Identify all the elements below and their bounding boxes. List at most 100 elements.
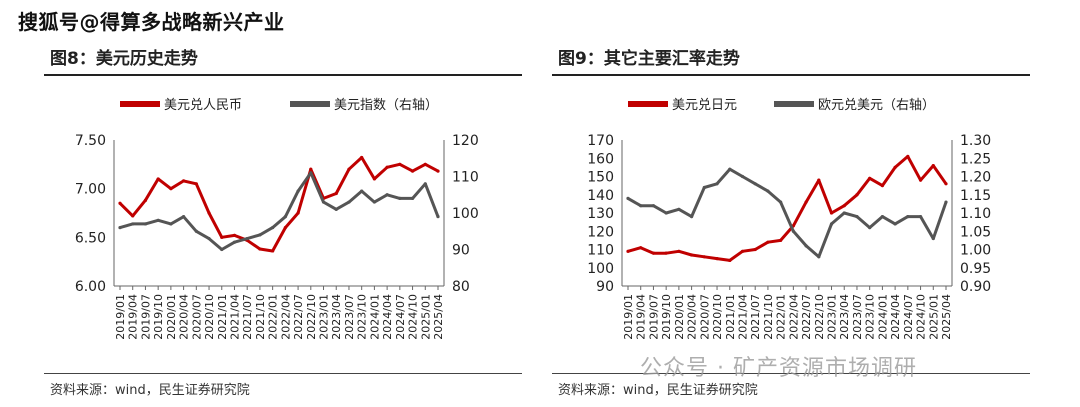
chart-title: 图8：美元历史走势 (50, 49, 198, 69)
x-tick-label: 2019/01 (622, 294, 635, 340)
data-point (702, 255, 706, 259)
data-point (347, 167, 351, 171)
data-point (829, 211, 834, 215)
data-point (944, 200, 948, 204)
right-tick-label: 1.15 (960, 188, 991, 204)
right-tick-label: 120 (452, 133, 479, 149)
data-point (385, 193, 389, 197)
data-point (321, 200, 326, 204)
data-point (360, 189, 364, 193)
x-tick-label: 2023/10 (356, 294, 369, 340)
x-tick-label: 2022/04 (279, 294, 292, 340)
x-tick-label: 2020/04 (178, 294, 191, 340)
x-tick-label: 2021/10 (762, 294, 775, 340)
usd-chart: 美元兑人民币 美元指数（右轴） 6.00 6.50 7.00 7.50 80 90 100 110… (75, 98, 479, 340)
data-point (232, 233, 237, 237)
data-point (842, 211, 846, 215)
data-point (868, 226, 872, 230)
data-point (156, 218, 160, 222)
data-point (398, 162, 402, 166)
data-point (893, 165, 897, 169)
left-tick-label: 7.00 (75, 182, 106, 198)
right-tick-label: 1.30 (960, 133, 991, 149)
x-tick-label: 2022/04 (787, 294, 800, 340)
right-tick-label: 100 (452, 206, 479, 222)
x-tick-label: 2023/04 (838, 294, 851, 340)
x-tick-label: 2020/04 (686, 294, 699, 340)
fx-chart: 美元兑日元 欧元兑美元（右轴） 90 100 110 120 130 140 150 160 170… (587, 98, 991, 340)
data-point (829, 222, 834, 226)
left-tick-label: 170 (587, 133, 614, 149)
left-tick-label: 110 (587, 243, 614, 259)
data-point (651, 204, 656, 208)
data-point (245, 236, 249, 241)
x-tick-label: 2021/04 (228, 294, 241, 340)
x-tick-label: 2023/01 (826, 294, 839, 340)
x-tick-label: 2025/01 (419, 294, 432, 340)
x-tick-label: 2024/07 (902, 294, 915, 340)
data-point (702, 185, 706, 190)
data-point (931, 236, 935, 241)
data-point (156, 177, 160, 181)
data-point (271, 226, 275, 230)
data-point (360, 155, 364, 160)
x-tick-label: 2020/10 (711, 294, 724, 340)
data-point (347, 200, 351, 204)
data-point (194, 182, 198, 186)
right-tick-label: 1.20 (960, 170, 991, 186)
data-point (626, 249, 630, 253)
left-tick-label: 7.50 (75, 133, 106, 149)
data-point (296, 189, 300, 193)
x-tick-label: 2019/01 (114, 294, 127, 340)
data-point (258, 247, 262, 251)
left-tick-label: 90 (596, 279, 614, 295)
data-point (817, 255, 821, 259)
x-tick-label: 2023/01 (318, 294, 331, 340)
data-point (626, 196, 630, 200)
x-tick-label: 2022/01 (775, 294, 788, 340)
data-point (143, 198, 148, 202)
x-tick-label: 2024/04 (381, 294, 394, 340)
data-point (779, 200, 783, 204)
data-point (753, 182, 757, 186)
data-point (639, 246, 643, 250)
source-divider (44, 373, 522, 374)
data-point (639, 204, 643, 208)
x-tick-label: 2023/07 (343, 294, 356, 340)
data-point (740, 249, 745, 253)
x-tick-label: 2022/01 (267, 294, 280, 340)
x-tick-label: 2021/10 (254, 294, 267, 340)
right-tick-label: 0.90 (960, 279, 991, 295)
legend-label: 美元指数（右轴） (334, 98, 438, 113)
data-point (372, 177, 376, 181)
x-tick-label: 2023/04 (330, 294, 343, 340)
data-point (728, 258, 732, 263)
data-point (220, 235, 224, 239)
x-tick-label: 2019/10 (152, 294, 165, 340)
data-point (791, 229, 795, 233)
x-tick-label: 2024/01 (876, 294, 889, 340)
data-point (893, 222, 897, 226)
data-point (131, 214, 135, 218)
data-point (842, 204, 846, 208)
x-tick-label: 2019/07 (139, 294, 152, 340)
data-point (296, 211, 300, 215)
left-tick-label: 160 (587, 151, 614, 167)
x-tick-label: 2024/01 (368, 294, 381, 340)
right-tick-label: 1.00 (960, 243, 991, 259)
x-tick-label: 2020/01 (673, 294, 686, 340)
x-tick-label: 2022/07 (292, 294, 305, 340)
x-tick-label: 2020/01 (165, 294, 178, 340)
data-point (283, 226, 287, 230)
left-tick-label: 120 (587, 224, 614, 240)
x-tick-label: 2020/10 (203, 294, 216, 340)
x-tick-label: 2024/04 (889, 294, 902, 340)
x-tick-label: 2025/01 (927, 294, 940, 340)
data-point (271, 249, 275, 253)
x-tick-label: 2025/04 (940, 294, 953, 340)
legend-label: 欧元兑美元（右轴） (818, 98, 935, 113)
left-tick-label: 100 (587, 261, 614, 277)
x-tick-label: 2020/07 (190, 294, 203, 340)
header-watermark: 搜狐号@得算多战略新兴产业 (18, 10, 285, 34)
title-divider (552, 74, 1030, 76)
